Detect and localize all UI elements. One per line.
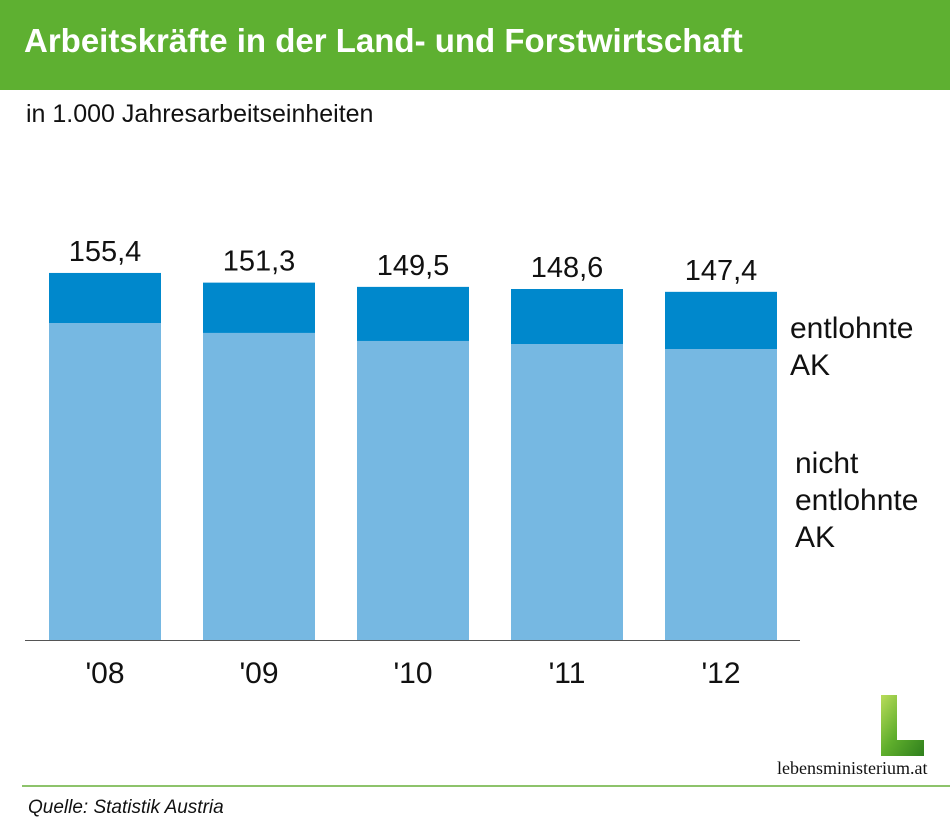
total-label: 155,4 <box>69 236 142 268</box>
x-tick-label: '09 <box>239 657 278 690</box>
source-note: Quelle: Statistik Austria <box>28 797 224 818</box>
lebensministerium-logo-icon <box>881 695 924 756</box>
bar-nicht-entlohnte <box>203 332 315 640</box>
total-label: 147,4 <box>685 255 758 287</box>
legend-line: entlohnte <box>790 312 914 345</box>
bar-nicht-entlohnte <box>357 340 469 640</box>
footer-divider <box>22 785 950 787</box>
bar-nicht-entlohnte <box>49 323 161 640</box>
logo-text: lebensministerium.at <box>777 758 928 778</box>
bar-entlohnte <box>357 286 469 341</box>
bar-nicht-entlohnte <box>665 349 777 640</box>
legend-line: AK <box>795 521 836 554</box>
total-label: 151,3 <box>223 246 296 278</box>
chart-title: Arbeitskräfte in der Land- und Forstwirt… <box>24 22 743 59</box>
legend-entlohnte: entlohnte AK <box>790 310 913 384</box>
legend-nicht-entlohnte: nicht entlohnte AK <box>795 445 918 556</box>
total-label: 148,6 <box>531 252 604 284</box>
bar-entlohnte <box>511 289 623 345</box>
chart-subtitle: in 1.000 Jahresarbeitseinheiten <box>26 100 374 128</box>
legend-line: AK <box>790 349 831 382</box>
x-tick-label: '08 <box>85 657 124 690</box>
x-tick-label: '10 <box>393 657 432 690</box>
x-tick-label: '12 <box>701 657 740 690</box>
bar-entlohnte <box>203 282 315 333</box>
x-tick-label: '11 <box>549 657 586 690</box>
total-label: 149,5 <box>377 250 450 282</box>
legend-line: entlohnte <box>795 484 919 517</box>
bar-entlohnte <box>49 272 161 324</box>
legend-line: nicht <box>795 447 859 480</box>
bar-entlohnte <box>665 291 777 350</box>
bar-nicht-entlohnte <box>511 344 623 640</box>
header-bar: Arbeitskräfte in der Land- und Forstwirt… <box>0 0 950 90</box>
stacked-bar-chart: 155,4 '08 151,3 '09 149,5 '10 148,6 '11 147,4 '12 <box>25 236 800 690</box>
